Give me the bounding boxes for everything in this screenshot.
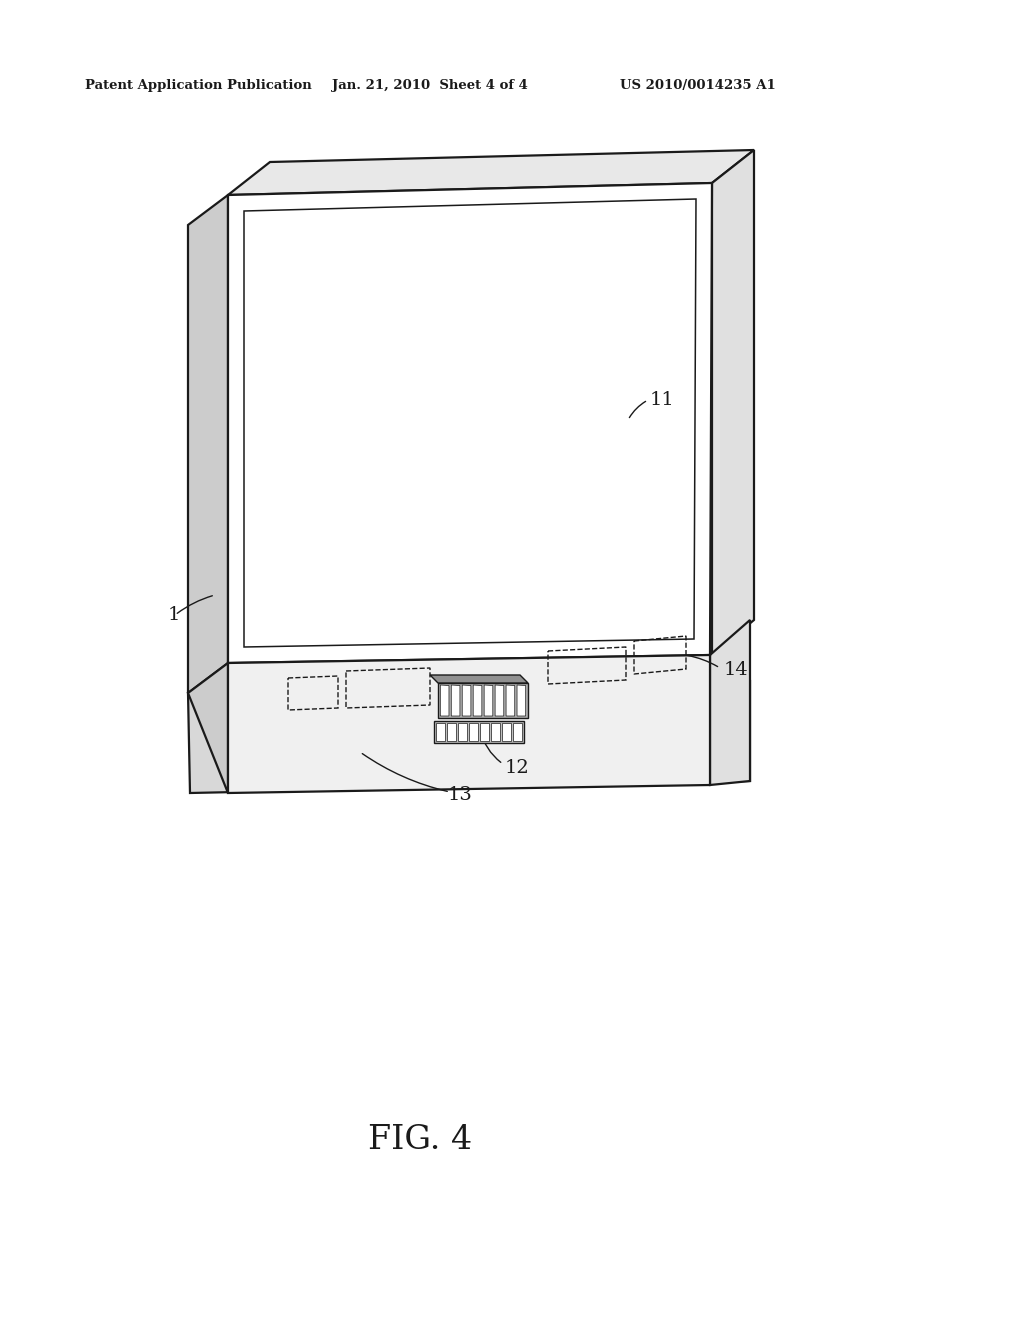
Polygon shape: [492, 723, 500, 741]
Polygon shape: [506, 685, 515, 715]
Polygon shape: [496, 685, 504, 715]
Polygon shape: [438, 682, 528, 718]
Polygon shape: [484, 685, 493, 715]
Text: Jan. 21, 2010  Sheet 4 of 4: Jan. 21, 2010 Sheet 4 of 4: [332, 78, 528, 91]
Polygon shape: [447, 723, 456, 741]
Polygon shape: [188, 195, 228, 693]
Text: 14: 14: [724, 661, 749, 678]
Polygon shape: [458, 723, 467, 741]
Polygon shape: [228, 655, 710, 793]
Polygon shape: [436, 723, 445, 741]
Polygon shape: [480, 723, 488, 741]
Polygon shape: [712, 150, 754, 655]
Text: 13: 13: [449, 785, 473, 804]
Text: US 2010/0014235 A1: US 2010/0014235 A1: [620, 78, 776, 91]
Polygon shape: [188, 663, 228, 793]
Polygon shape: [473, 685, 482, 715]
Polygon shape: [502, 723, 511, 741]
Polygon shape: [462, 685, 471, 715]
Polygon shape: [434, 721, 524, 743]
Polygon shape: [430, 675, 528, 682]
Polygon shape: [228, 183, 712, 663]
Polygon shape: [710, 620, 750, 785]
Polygon shape: [513, 723, 521, 741]
Text: 12: 12: [505, 759, 529, 777]
Polygon shape: [452, 685, 460, 715]
Text: FIG. 4: FIG. 4: [368, 1125, 472, 1156]
Polygon shape: [228, 150, 754, 195]
Polygon shape: [188, 681, 750, 793]
Text: Patent Application Publication: Patent Application Publication: [85, 78, 311, 91]
Text: 1: 1: [168, 606, 180, 624]
Polygon shape: [469, 723, 478, 741]
Polygon shape: [517, 685, 525, 715]
Polygon shape: [440, 685, 449, 715]
Text: 11: 11: [650, 391, 675, 409]
